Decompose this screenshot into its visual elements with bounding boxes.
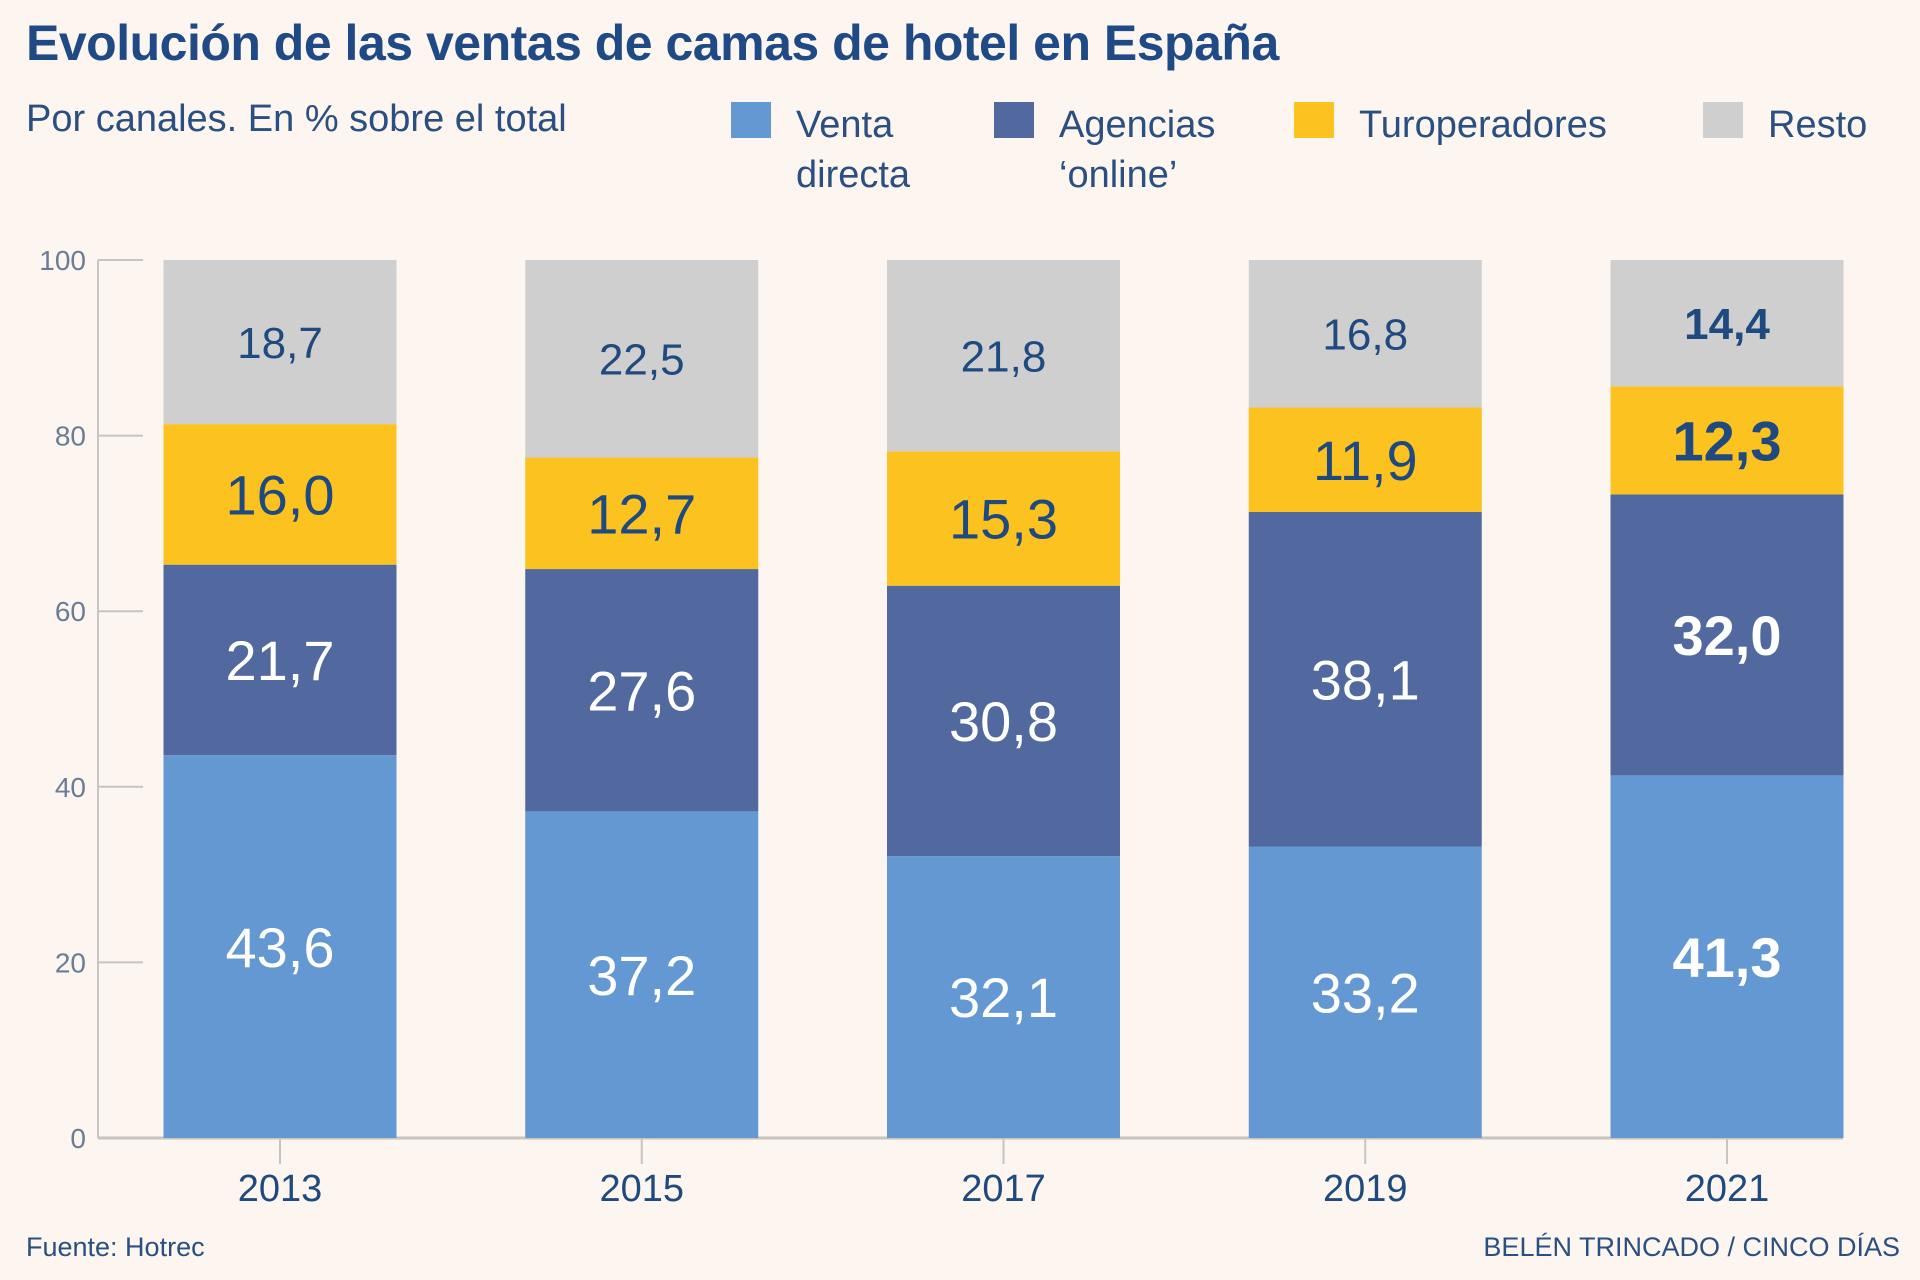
data-label: 32,0 [1673,604,1782,667]
y-tick-label: 40 [55,772,86,803]
data-label: 14,4 [1684,300,1770,349]
data-label: 12,7 [587,482,696,545]
bar-segment [525,569,759,812]
y-tick-label: 0 [70,1123,86,1154]
data-label: 15,3 [949,488,1058,551]
bar-segment [163,260,397,425]
bar-segment [887,451,1120,586]
bar-segment [525,811,759,1138]
bar-segment [887,856,1120,1138]
bar-segment [1610,386,1844,495]
bar-segment [1610,494,1844,776]
data-label: 11,9 [1313,429,1418,492]
legend-label: Resto [1768,104,1868,146]
y-tick-label: 80 [55,421,86,452]
data-label: 21,8 [961,333,1047,382]
bar-segment [1248,260,1482,408]
y-tick-label: 20 [55,947,86,978]
x-tick-label: 2017 [961,1168,1046,1210]
bar-segment [525,260,759,458]
data-label: 43,6 [226,916,335,979]
x-tick-label: 2019 [1323,1168,1408,1210]
y-tick-label: 100 [39,245,86,276]
legend-swatch [994,102,1034,138]
x-tick-label: 2015 [599,1168,684,1210]
bar-segment [1248,511,1482,847]
legend-label: Turoperadores [1359,104,1607,146]
data-label: 18,7 [237,319,323,368]
data-label: 30,8 [949,690,1058,753]
data-label: 32,1 [949,966,1058,1029]
data-label: 41,3 [1673,926,1782,989]
data-label: 16,0 [226,464,335,527]
bar-segment [887,585,1120,857]
data-label: 38,1 [1311,648,1420,711]
data-label: 12,3 [1673,410,1782,473]
data-label: 22,5 [599,336,685,385]
x-tick-label: 2013 [238,1168,323,1210]
legend-label: Venta directa [796,104,911,196]
data-label: 37,2 [587,944,696,1007]
bar-segment [1248,846,1482,1138]
data-label: 27,6 [587,659,696,722]
bar-segment [163,424,397,565]
data-label: 21,7 [226,629,335,692]
data-label: 33,2 [1311,961,1420,1024]
chart-subtitle: Por canales. En % sobre el total [26,98,567,140]
legend-swatch [731,102,771,138]
data-label: 16,8 [1322,311,1408,360]
source-note: Fuente: Hotrec [26,1232,205,1262]
x-tick-label: 2021 [1685,1168,1770,1210]
y-tick-label: 60 [55,596,86,627]
bar-segment [1248,407,1482,512]
credit-note: BELÉN TRINCADO / CINCO DÍAS [1483,1232,1900,1262]
bar-segment [163,564,397,756]
bar-segment [1610,260,1844,387]
legend-label: Agencias ‘online’ [1059,104,1216,196]
bar-segment [1610,775,1844,1138]
chart-title: Evolución de las ventas de camas de hote… [26,15,1279,71]
legend-swatch [1294,102,1334,138]
bar-segment [163,755,397,1138]
bar-segment [887,260,1120,452]
legend-swatch [1703,102,1743,138]
bar-segment [525,457,759,570]
